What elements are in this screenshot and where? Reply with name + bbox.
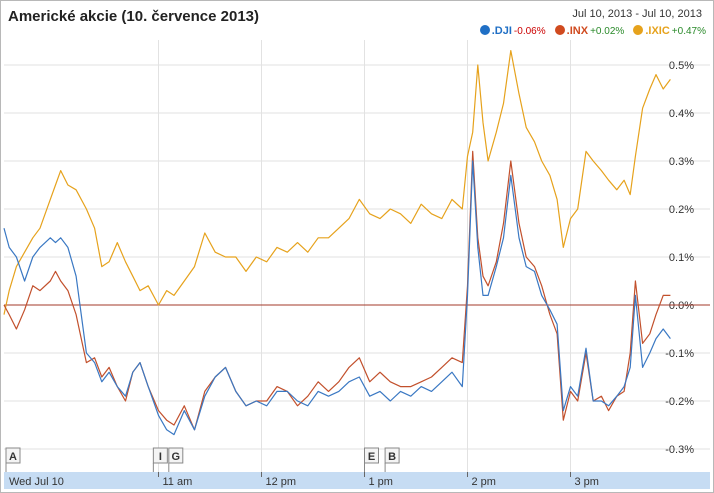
legend-change: -0.06%	[513, 26, 546, 37]
series-line-dji	[3, 160, 671, 436]
date-range: Jul 10, 2013 - Jul 10, 2013	[572, 8, 702, 20]
series-line-ixic	[3, 50, 671, 315]
legend-change: +0.47%	[671, 26, 706, 37]
y-tick-label: 0.5%	[669, 60, 694, 72]
time-axis-band	[4, 472, 710, 489]
legend-item-ixic[interactable]: .IXIC +0.47%	[633, 25, 706, 37]
legend: .DJI -0.06% .INX +0.02% .IXIC +0.47%	[474, 25, 706, 37]
news-marker-label: E	[368, 451, 375, 463]
legend-item-dji[interactable]: .DJI -0.06%	[479, 25, 549, 37]
news-marker-label: I	[159, 451, 162, 463]
news-marker[interactable]	[168, 447, 184, 464]
legend-symbol: .DJI	[491, 25, 512, 37]
legend-dot-icon	[479, 25, 490, 35]
series-line-inx	[3, 150, 671, 431]
news-marker[interactable]	[5, 447, 21, 464]
x-tick-label: 1 pm	[369, 476, 393, 488]
x-tick-label: 11 am	[163, 476, 193, 488]
legend-symbol: .INX	[566, 25, 589, 37]
news-marker[interactable]	[384, 447, 400, 464]
chart-title: Americké akcie (10. července 2013)	[8, 8, 260, 25]
y-tick-label: 0.3%	[669, 156, 694, 168]
x-tick-label: 3 pm	[575, 476, 599, 488]
news-marker[interactable]	[364, 447, 379, 464]
y-tick-label: -0.3%	[665, 444, 694, 456]
news-marker-label: A	[9, 451, 17, 463]
y-tick-label: 0.2%	[669, 204, 694, 216]
news-marker-label: B	[388, 451, 396, 463]
y-tick-label: 0.4%	[669, 108, 694, 120]
legend-change: +0.02%	[590, 26, 625, 37]
legend-item-inx[interactable]: .INX +0.02%	[554, 25, 628, 37]
legend-dot-icon	[633, 25, 644, 35]
x-tick-label: 12 pm	[266, 476, 297, 488]
y-tick-label: -0.2%	[665, 396, 694, 408]
y-tick-label: 0.0%	[669, 300, 694, 312]
news-marker[interactable]	[152, 447, 168, 464]
y-tick-label: 0.1%	[669, 252, 694, 264]
news-marker-label: G	[172, 451, 181, 463]
x-tick-label: 2 pm	[472, 476, 496, 488]
y-tick-label: -0.1%	[665, 348, 694, 360]
legend-dot-icon	[554, 25, 565, 35]
legend-symbol: .IXIC	[645, 25, 670, 37]
x-tick-label: Wed Jul 10	[9, 476, 64, 488]
